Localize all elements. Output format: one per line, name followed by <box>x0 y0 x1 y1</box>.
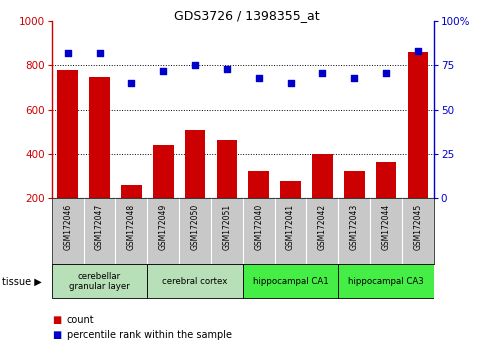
Bar <box>280 181 301 242</box>
Point <box>127 80 135 86</box>
Point <box>191 63 199 68</box>
Bar <box>248 171 269 242</box>
Bar <box>338 264 434 298</box>
Text: GSM172051: GSM172051 <box>222 204 231 250</box>
Point <box>286 80 294 86</box>
Bar <box>243 264 338 298</box>
Bar <box>344 171 365 242</box>
Text: ■: ■ <box>52 315 61 325</box>
Bar <box>185 130 206 242</box>
Text: GSM172041: GSM172041 <box>286 204 295 250</box>
Bar <box>147 264 243 298</box>
Text: GSM172047: GSM172047 <box>95 204 104 250</box>
Text: GSM172048: GSM172048 <box>127 204 136 250</box>
Text: cerebellar
granular layer: cerebellar granular layer <box>69 272 130 291</box>
Point <box>159 68 167 74</box>
Text: GSM172043: GSM172043 <box>350 204 359 250</box>
Text: cerebral cortex: cerebral cortex <box>162 277 228 286</box>
Bar <box>153 145 174 242</box>
Bar <box>408 52 428 242</box>
Text: percentile rank within the sample: percentile rank within the sample <box>67 330 232 339</box>
Text: tissue ▶: tissue ▶ <box>2 276 42 286</box>
Text: GSM172042: GSM172042 <box>318 204 327 250</box>
Point <box>223 66 231 72</box>
Bar <box>216 139 237 242</box>
Bar <box>121 185 141 242</box>
Text: ■: ■ <box>52 330 61 339</box>
Point <box>414 48 422 54</box>
Text: count: count <box>67 315 94 325</box>
Bar <box>89 77 110 242</box>
Text: GSM172040: GSM172040 <box>254 204 263 250</box>
Bar <box>312 154 333 242</box>
Text: GSM172050: GSM172050 <box>190 204 200 250</box>
Text: GDS3726 / 1398355_at: GDS3726 / 1398355_at <box>174 9 319 22</box>
Text: GSM172044: GSM172044 <box>382 204 390 250</box>
Text: GSM172045: GSM172045 <box>414 204 423 250</box>
Point <box>255 75 263 81</box>
Point <box>64 50 71 56</box>
Point <box>318 70 326 75</box>
Text: GSM172049: GSM172049 <box>159 204 168 250</box>
Text: hippocampal CA3: hippocampal CA3 <box>348 277 424 286</box>
Bar <box>52 264 147 298</box>
Point <box>351 75 358 81</box>
Point <box>96 50 104 56</box>
Text: GSM172046: GSM172046 <box>63 204 72 250</box>
Point <box>382 70 390 75</box>
Bar <box>57 70 78 242</box>
Bar <box>376 162 396 242</box>
Text: hippocampal CA1: hippocampal CA1 <box>253 277 328 286</box>
